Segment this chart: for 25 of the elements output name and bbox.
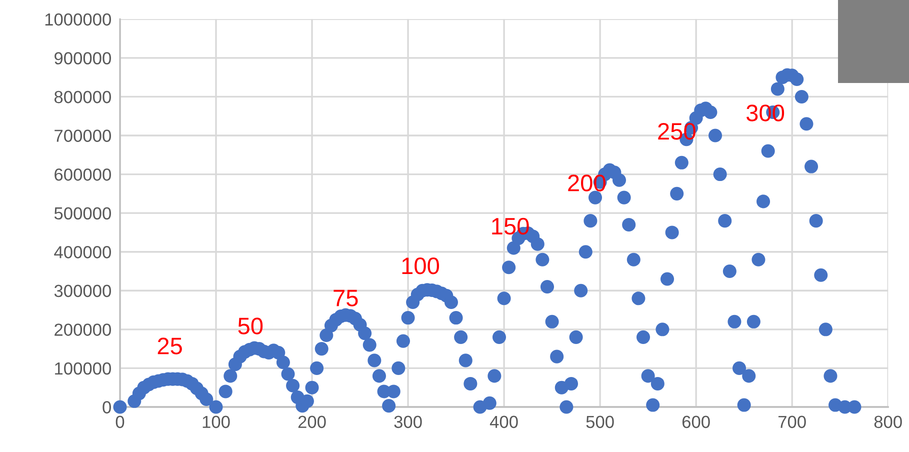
x-tick-label: 500: [586, 416, 614, 428]
x-tick-label: 0: [116, 416, 124, 428]
y-tick-label: 800000: [54, 90, 111, 104]
x-tick-label: 700: [778, 416, 806, 428]
y-tick-label: 400000: [54, 246, 111, 258]
x-tick-label: 600: [682, 416, 710, 428]
annotation: 100: [402, 257, 440, 274]
y-tick-label: 500000: [54, 207, 111, 220]
x-tick-label: 800: [874, 416, 902, 428]
y-tick-label: 1000000: [45, 13, 111, 26]
x-tick-label: 400: [490, 416, 518, 428]
x-tick-label: 100: [202, 416, 230, 428]
annotation: 75: [334, 290, 358, 306]
x-tick-label: 200: [298, 416, 326, 428]
annotation: 150: [492, 218, 529, 235]
y-tick-label: 900000: [54, 52, 111, 64]
y-tick-label: 200000: [54, 324, 111, 336]
y-tick-label: 700000: [54, 130, 111, 142]
x-tick-label: 300: [394, 416, 422, 428]
annotation: 50: [238, 318, 263, 334]
y-tick-label: 600000: [54, 168, 111, 181]
y-tick-label: 0: [102, 401, 111, 414]
y-tick-label: 100000: [55, 362, 111, 375]
y-tick-label: 300000: [54, 284, 111, 298]
annotation: 25: [158, 338, 182, 354]
